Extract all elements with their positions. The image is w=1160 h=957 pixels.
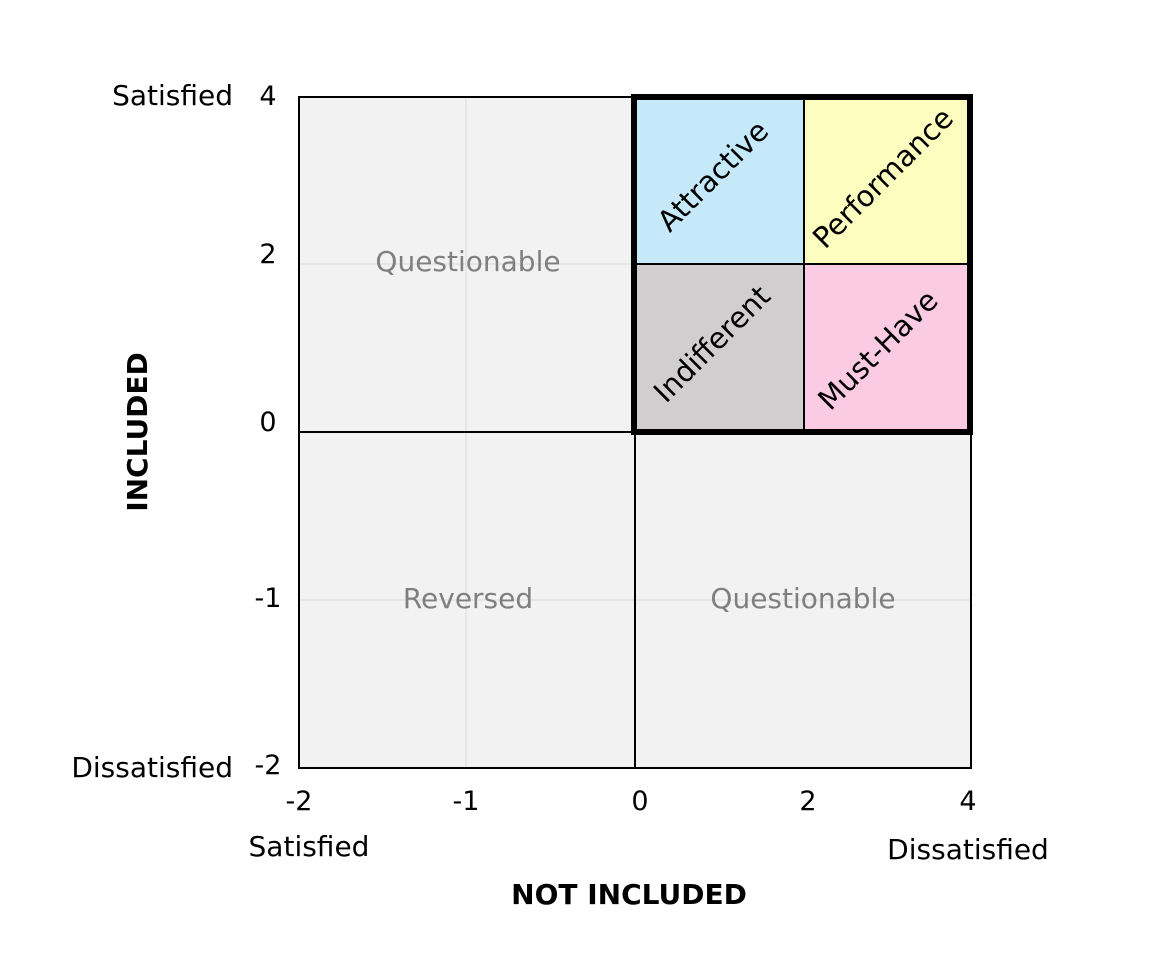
x-end-label-low: Satisfied	[249, 830, 370, 863]
region-label-reversed: Reversed	[403, 582, 533, 615]
y-end-label-low: Dissatisfied	[71, 751, 233, 784]
x-axis-title: NOT INCLUDED	[511, 878, 747, 911]
y-tick-label: 4	[259, 81, 276, 112]
x-tick-label: 4	[959, 786, 976, 817]
region-label-questionable-bottom: Questionable	[710, 582, 895, 615]
y-tick-label: 0	[259, 407, 276, 438]
region-label-questionable-top: Questionable	[375, 245, 560, 278]
x-tick-label: 0	[631, 786, 648, 817]
x-tick-label: -2	[286, 786, 313, 817]
x-tick-label: -1	[453, 786, 480, 817]
must-have-cell	[804, 264, 971, 432]
x-tick-label: 2	[799, 786, 816, 817]
y-tick-label: -1	[255, 583, 282, 614]
performance-cell	[804, 97, 971, 264]
indifferent-cell	[635, 264, 804, 432]
kano-quadrant-border	[631, 94, 973, 435]
y-tick-label: -2	[255, 750, 282, 781]
y-axis-title: INCLUDED	[121, 352, 154, 512]
y-tick-label: 2	[259, 239, 276, 270]
x-end-label-high: Dissatisfied	[887, 833, 1049, 866]
attractive-cell	[635, 97, 804, 264]
y-end-label-high: Satisfied	[112, 79, 233, 112]
